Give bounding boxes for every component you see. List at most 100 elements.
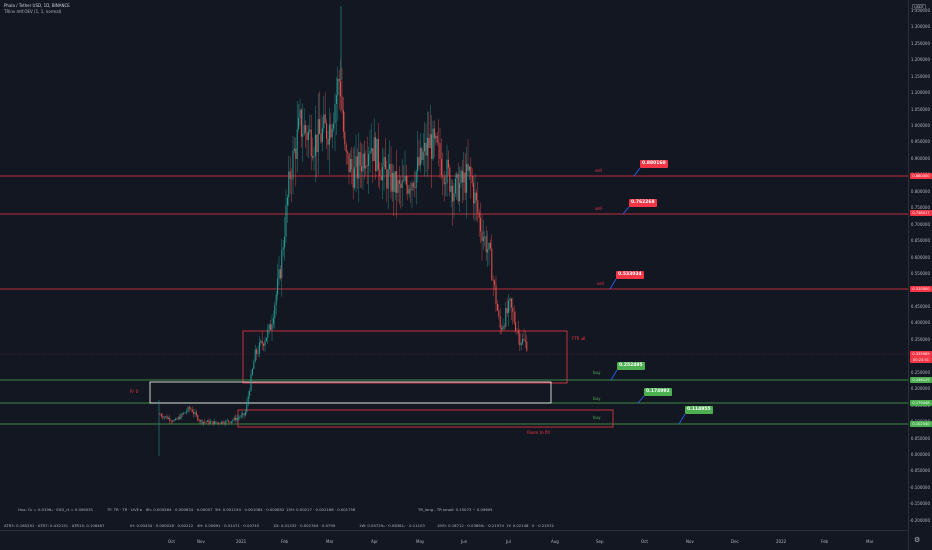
candle-body	[386, 169, 388, 189]
candle-body	[450, 185, 452, 192]
candle-body	[305, 125, 307, 133]
candle-body	[341, 96, 343, 111]
price-tick: 1.250000	[910, 40, 930, 46]
callout-pointer	[678, 413, 686, 425]
candle-body	[257, 353, 259, 354]
candle-body	[309, 129, 311, 132]
candle-body	[207, 420, 209, 422]
candle-body	[478, 212, 480, 218]
time-tick: Sep	[596, 539, 604, 544]
price-level-label[interactable]: 0.758417	[910, 210, 932, 216]
candle-body	[356, 156, 358, 179]
buy-tag-1: buy	[593, 370, 601, 375]
candle-body	[334, 104, 336, 124]
candle-body	[424, 142, 426, 152]
candle-body	[375, 137, 377, 172]
candle-body	[212, 421, 214, 425]
time-scale[interactable]: Oct Nov 2021 Feb Mar Apr May Jun Jul Aug Sep Oct Nov…	[0, 530, 908, 550]
candle-body	[477, 200, 479, 213]
price-level-label[interactable]: 0.179448	[910, 400, 932, 406]
candle-body	[352, 169, 354, 188]
stat-tr-long: TR_long - TR small: 0.15073 ~ 0.09605	[418, 507, 493, 512]
price-level-label[interactable]: 00:23:51	[910, 357, 932, 363]
candle-body	[387, 169, 389, 189]
candle-body	[330, 124, 332, 138]
candle-body	[415, 171, 417, 189]
candle-body	[389, 163, 391, 170]
candle-body	[281, 249, 283, 279]
candle-body	[284, 236, 286, 248]
price-tick: 0.350000	[910, 336, 930, 342]
buy-callout-2[interactable]: 0.174992	[644, 388, 672, 396]
candle-body	[447, 159, 449, 168]
sell-callout-2[interactable]: 0.762268	[629, 199, 657, 207]
indicator-title[interactable]: TRinv mtf.OEV (1, 1, normal)	[4, 9, 62, 14]
candle-body	[274, 304, 276, 319]
price-level-label[interactable]: 0.102540	[910, 421, 932, 427]
price-tick: -0.200000	[909, 517, 930, 523]
candle-body	[345, 144, 347, 152]
chart-area[interactable]: Phala / Tether USD, 1D, BINANCE TRinv mt…	[0, 0, 908, 530]
symbol-title[interactable]: Phala / Tether USD, 1D, BINANCE	[4, 3, 70, 8]
candle-body	[453, 193, 455, 202]
candle-body	[348, 153, 350, 173]
price-chart[interactable]	[0, 0, 908, 530]
candle-body	[452, 185, 454, 202]
price-level-label[interactable]: 0.880000	[910, 173, 932, 179]
candle-body	[510, 298, 512, 308]
candle-body	[176, 418, 178, 420]
candle-body	[384, 156, 386, 170]
candle-body	[403, 180, 405, 182]
candle-body	[474, 192, 476, 204]
stat-1d: 1D: 0.01332 · 0.002764 · 0.0799	[273, 523, 336, 528]
candle-body	[313, 155, 315, 158]
candle-body	[446, 159, 448, 184]
candle-body	[282, 247, 284, 250]
candle-body	[228, 420, 230, 422]
candle-body	[464, 172, 466, 193]
candle-body	[211, 421, 213, 422]
candle-body	[263, 343, 265, 346]
sell-callout-1[interactable]: 0.880160	[640, 160, 668, 168]
gear-icon[interactable]: ⚙	[914, 536, 921, 544]
price-tick: 0.950000	[910, 139, 930, 145]
price-tick: 1.000000	[910, 123, 930, 129]
sell-tag-2: sell	[595, 206, 602, 211]
candle-body	[240, 414, 242, 418]
currency-badge[interactable]: USDT	[912, 4, 926, 10]
candle-body	[312, 156, 314, 158]
price-tick: 0.400000	[910, 320, 930, 326]
candle-body	[503, 325, 505, 327]
candle-body	[515, 322, 517, 331]
price-tick: -0.150000	[909, 501, 930, 507]
price-level-label[interactable]: 0.335989	[910, 351, 932, 357]
candle-body	[261, 340, 263, 344]
candle-body	[314, 134, 316, 156]
candle-body	[495, 284, 497, 304]
buy-callout-1[interactable]: 0.252495	[617, 362, 645, 370]
price-level-label[interactable]: 0.246129	[910, 377, 932, 383]
price-scale[interactable]: 1.350000 1.300000 1.250000 1.200000 1.150000…	[908, 0, 932, 550]
candle-body	[473, 182, 475, 204]
candle-body	[299, 109, 301, 118]
candle-body	[351, 159, 353, 170]
buy-callout-3[interactable]: 0.114955	[685, 406, 713, 414]
candle-body	[268, 324, 270, 330]
stat-1mo: 1MO: 0.18712 · 0.03890₂ · 0.21974	[437, 523, 504, 528]
candle-body	[338, 78, 340, 82]
candle-body	[431, 134, 433, 160]
candle-body	[467, 163, 469, 171]
candle-body	[498, 310, 500, 317]
candle-body	[242, 413, 244, 415]
candle-body	[457, 173, 459, 202]
candle-body	[499, 316, 501, 328]
time-tick: Mar	[326, 539, 334, 544]
candle-body	[347, 151, 349, 154]
stat-6h: 6h: 0.000564 · 0.000634 · 0.00007	[146, 507, 213, 512]
candle-body	[320, 133, 322, 143]
price-level-label[interactable]: 0.520000	[910, 286, 932, 292]
sell-callout-3[interactable]: 0.533034	[616, 271, 644, 279]
candle-body	[292, 150, 294, 180]
candle-body	[271, 323, 273, 330]
candle-body	[333, 123, 335, 129]
